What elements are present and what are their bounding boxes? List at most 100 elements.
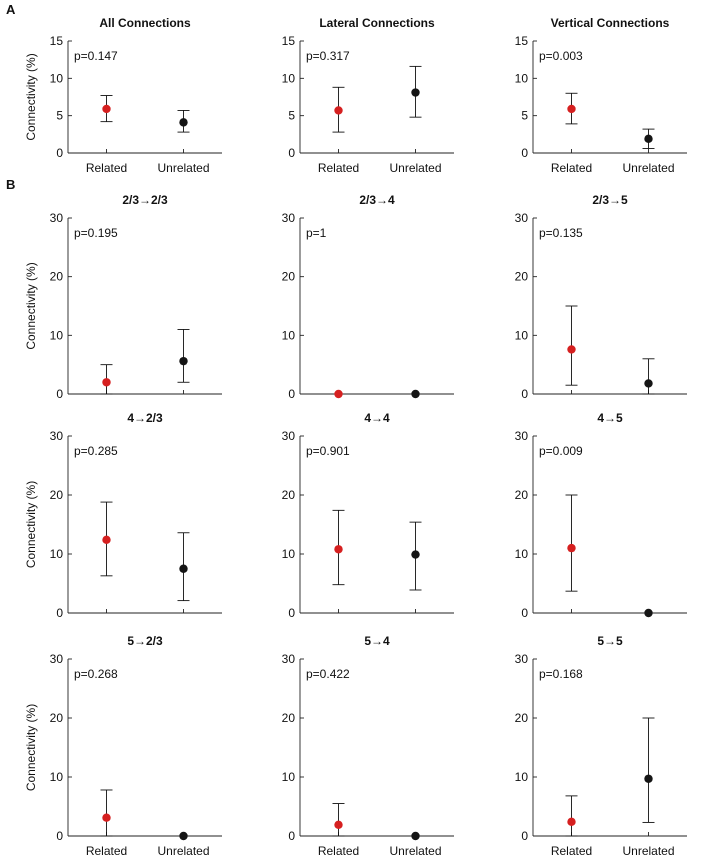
chart-title: Lateral Connections (319, 16, 435, 30)
y-tick-label: 30 (515, 211, 529, 225)
y-tick-label: 0 (56, 606, 63, 620)
chart-title: 4→5 (597, 411, 623, 425)
data-point-related (334, 820, 343, 829)
y-tick-label: 20 (50, 270, 64, 284)
y-tick-label: 5 (521, 109, 528, 123)
y-tick-label: 30 (50, 429, 64, 443)
p-value-label: p=0.285 (74, 444, 118, 458)
y-tick-label: 5 (288, 109, 295, 123)
y-tick-label: 30 (515, 652, 529, 666)
data-point-related (102, 813, 111, 822)
x-tick-label-related: Related (551, 161, 592, 175)
data-point-related (567, 817, 576, 827)
p-value-label: p=0.901 (306, 444, 350, 458)
x-tick-label-unrelated: Unrelated (389, 161, 441, 175)
y-tick-label: 0 (521, 387, 528, 401)
y-axis-label: Connectivity (%) (24, 704, 38, 791)
panel-label-b: B (6, 177, 15, 192)
data-point-related (102, 378, 111, 387)
p-value-label: p=0.422 (306, 667, 350, 681)
data-point-unrelated (411, 831, 420, 841)
y-tick-label: 20 (282, 488, 296, 502)
y-tick-label: 20 (50, 711, 64, 725)
x-tick-label-related: Related (551, 844, 592, 858)
data-point-related (102, 535, 111, 545)
x-tick-label-related: Related (318, 161, 359, 175)
data-point-related (102, 104, 111, 114)
x-tick-label-unrelated: Unrelated (389, 844, 441, 858)
p-value-label: p=0.009 (539, 444, 583, 458)
chart-panel: 4→4 0 10 20 30 p=0.901 (282, 411, 454, 620)
data-point-unrelated (179, 118, 188, 127)
chart-panel: 4→5 0 10 20 30 p=0.009 (515, 411, 687, 620)
y-tick-label: 20 (282, 270, 296, 284)
p-value-label: p=0.135 (539, 226, 583, 240)
y-tick-label: 20 (515, 488, 529, 502)
y-tick-label: 10 (515, 547, 529, 561)
y-tick-label: 10 (282, 547, 296, 561)
y-tick-label: 10 (282, 71, 296, 85)
y-tick-label: 30 (282, 211, 296, 225)
chart-panel: 2/3→5 0 10 20 30 p=0.135 (515, 193, 687, 401)
y-tick-label: 15 (282, 34, 296, 48)
chart-panel: 5→2/3 0 10 20 30 Related Unrelated Connectivity… (24, 634, 222, 858)
y-tick-label: 10 (515, 71, 529, 85)
x-tick-label-unrelated: Unrelated (622, 844, 674, 858)
x-tick-label-unrelated: Unrelated (157, 161, 209, 175)
y-tick-label: 0 (521, 829, 528, 843)
p-value-label: p=0.268 (74, 667, 118, 681)
chart-panel: 2/3→4 0 10 20 30 p=1 (282, 193, 454, 401)
y-tick-label: 15 (50, 34, 64, 48)
p-value-label: p=1 (306, 226, 327, 240)
charts-group: All Connections 0 5 10 15 Related Unrelated Con… (24, 16, 687, 858)
y-tick-label: 0 (56, 146, 63, 160)
chart-title: Vertical Connections (551, 16, 670, 30)
y-tick-label: 20 (515, 270, 529, 284)
p-value-label: p=0.168 (539, 667, 583, 681)
data-point-related (334, 545, 343, 554)
y-tick-label: 0 (521, 146, 528, 160)
chart-title: 4→2/3 (127, 411, 163, 425)
data-point-unrelated (411, 88, 420, 97)
panel-label-a: A (6, 2, 16, 17)
y-tick-label: 20 (282, 711, 296, 725)
y-tick-label: 10 (50, 328, 64, 342)
y-axis-label: Connectivity (%) (24, 53, 38, 140)
y-tick-label: 0 (56, 387, 63, 401)
chart-panel: Vertical Connections 0 5 10 15 Related Unrelat… (515, 16, 687, 175)
data-point-related (334, 106, 343, 115)
chart-panel: 5→4 0 10 20 30 Related Unrelated p=0.422 (282, 634, 454, 858)
y-tick-label: 0 (288, 146, 295, 160)
y-tick-label: 5 (56, 109, 63, 123)
y-tick-label: 10 (50, 547, 64, 561)
y-tick-label: 0 (288, 387, 295, 401)
chart-panel: 4→2/3 0 10 20 30 Connectivity (%) p=0.285 (24, 411, 222, 620)
y-tick-label: 30 (282, 652, 296, 666)
y-tick-label: 10 (282, 770, 296, 784)
chart-title: 5→4 (364, 634, 390, 648)
chart-panel: Lateral Connections 0 5 10 15 Related Unrelate… (282, 16, 454, 175)
x-tick-label-related: Related (318, 844, 359, 858)
chart-title: All Connections (99, 16, 191, 30)
y-tick-label: 10 (282, 328, 296, 342)
p-value-label: p=0.317 (306, 49, 350, 63)
y-tick-label: 10 (50, 770, 64, 784)
chart-title: 4→4 (364, 411, 390, 425)
data-point-unrelated (644, 774, 653, 783)
data-point-unrelated (179, 356, 188, 366)
p-value-label: p=0.147 (74, 49, 118, 63)
data-point-unrelated (644, 608, 653, 618)
y-tick-label: 10 (50, 71, 64, 85)
chart-title: 2/3→2/3 (122, 193, 168, 207)
data-point-unrelated (411, 389, 420, 399)
y-axis-label: Connectivity (%) (24, 481, 38, 568)
y-tick-label: 0 (288, 606, 295, 620)
y-tick-label: 10 (515, 770, 529, 784)
chart-title: 5→5 (597, 634, 623, 648)
y-tick-label: 30 (50, 652, 64, 666)
data-point-related (567, 345, 576, 354)
y-tick-label: 20 (515, 711, 529, 725)
y-tick-label: 0 (288, 829, 295, 843)
data-point-unrelated (411, 550, 420, 559)
